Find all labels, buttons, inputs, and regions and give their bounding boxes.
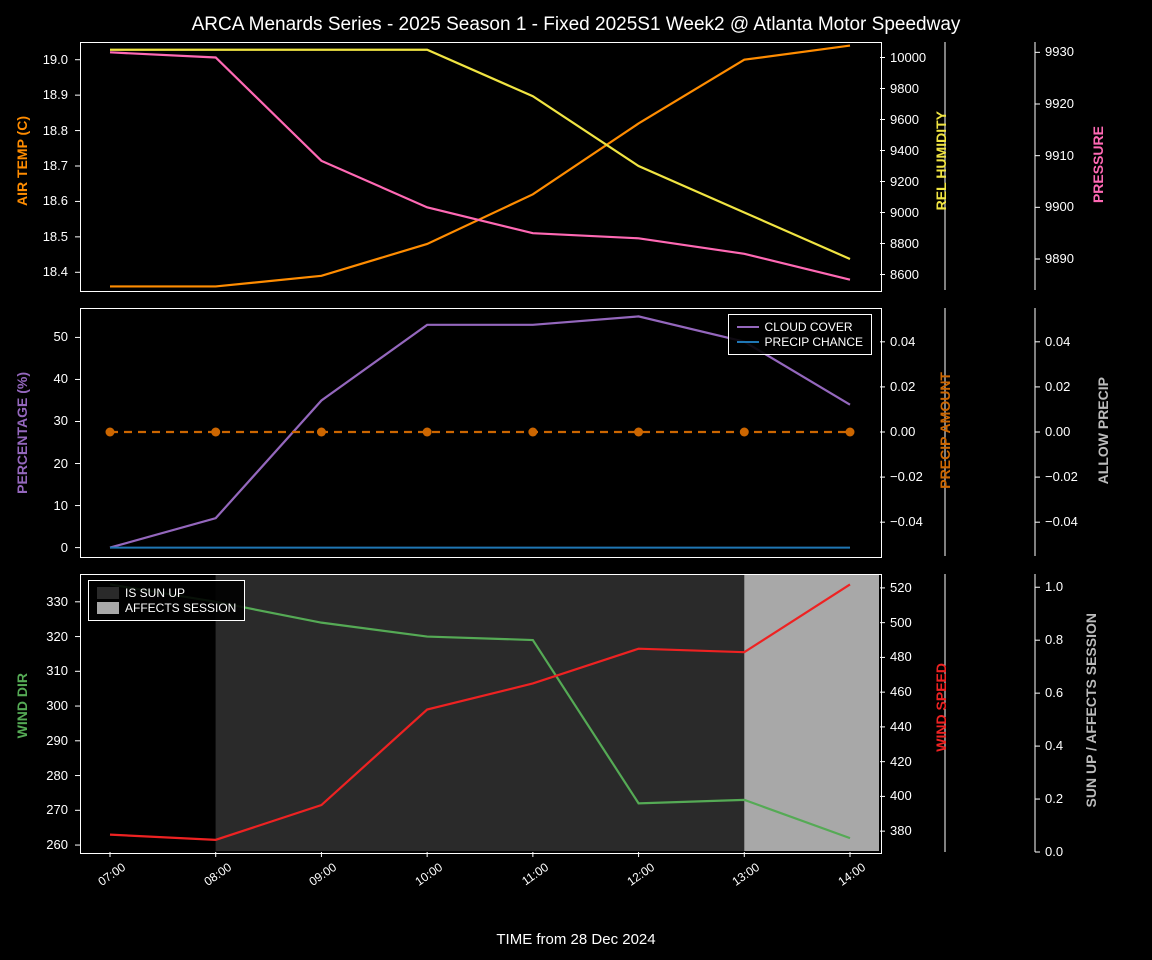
tick-label: 50 <box>14 329 68 344</box>
tick-label: 10000 <box>890 50 944 65</box>
tick-label: 18.5 <box>14 229 68 244</box>
tick-label: 10 <box>14 498 68 513</box>
tick-label: 520 <box>890 580 944 595</box>
tick-label: 440 <box>890 719 944 734</box>
tick-label: 0.2 <box>1045 791 1099 806</box>
tick-label: 9910 <box>1045 148 1099 163</box>
tick-label: 0.04 <box>1045 334 1099 349</box>
tick-label: −0.04 <box>1045 514 1099 529</box>
tick-label: 9800 <box>890 81 944 96</box>
wind-speed-label: WIND SPEED <box>933 663 949 752</box>
tick-label: 18.6 <box>14 193 68 208</box>
tick-label: 1.0 <box>1045 579 1099 594</box>
tick-label: −0.02 <box>890 469 944 484</box>
tick-label: 0.6 <box>1045 685 1099 700</box>
tick-label: 500 <box>890 615 944 630</box>
tick-label: 18.7 <box>14 158 68 173</box>
tick-label: −0.02 <box>1045 469 1099 484</box>
tick-label: 0.02 <box>1045 379 1099 394</box>
tick-label: 40 <box>14 371 68 386</box>
tick-label: 0.00 <box>1045 424 1099 439</box>
tick-label: 9920 <box>1045 96 1099 111</box>
tick-label: 270 <box>14 802 68 817</box>
tick-label: 9200 <box>890 174 944 189</box>
tick-label: 330 <box>14 594 68 609</box>
tick-label: 18.8 <box>14 123 68 138</box>
legend-sunup: IS SUN UP <box>125 586 185 600</box>
tick-label: 9890 <box>1045 251 1099 266</box>
tick-label: 0.0 <box>1045 844 1099 859</box>
tick-label: 310 <box>14 663 68 678</box>
tick-label: 290 <box>14 733 68 748</box>
panel3-legend: IS SUN UP AFFECTS SESSION <box>88 580 245 621</box>
tick-label: 480 <box>890 649 944 664</box>
tick-label: 0 <box>14 540 68 555</box>
tick-label: 280 <box>14 768 68 783</box>
tick-label: 9400 <box>890 143 944 158</box>
tick-label: 300 <box>14 698 68 713</box>
tick-label: 0.04 <box>890 334 944 349</box>
tick-label: 420 <box>890 754 944 769</box>
tick-label: 260 <box>14 837 68 852</box>
tick-label: 18.4 <box>14 264 68 279</box>
tick-label: 400 <box>890 788 944 803</box>
tick-label: −0.04 <box>890 514 944 529</box>
tick-label: 20 <box>14 456 68 471</box>
tick-label: 320 <box>14 629 68 644</box>
tick-label: 0.02 <box>890 379 944 394</box>
tick-label: 460 <box>890 684 944 699</box>
x-axis-label: TIME from 28 Dec 2024 <box>0 931 1152 948</box>
tick-label: 30 <box>14 413 68 428</box>
tick-label: 380 <box>890 823 944 838</box>
tick-label: 8600 <box>890 267 944 282</box>
panel3-svg <box>0 0 1152 960</box>
legend-affects: AFFECTS SESSION <box>125 601 236 615</box>
tick-label: 9000 <box>890 205 944 220</box>
tick-label: 19.0 <box>14 52 68 67</box>
tick-label: 0.8 <box>1045 632 1099 647</box>
tick-label: 9900 <box>1045 199 1099 214</box>
tick-label: 18.9 <box>14 87 68 102</box>
tick-label: 9930 <box>1045 44 1099 59</box>
tick-label: 8800 <box>890 236 944 251</box>
tick-label: 0.4 <box>1045 738 1099 753</box>
tick-label: 9600 <box>890 112 944 127</box>
tick-label: 0.00 <box>890 424 944 439</box>
